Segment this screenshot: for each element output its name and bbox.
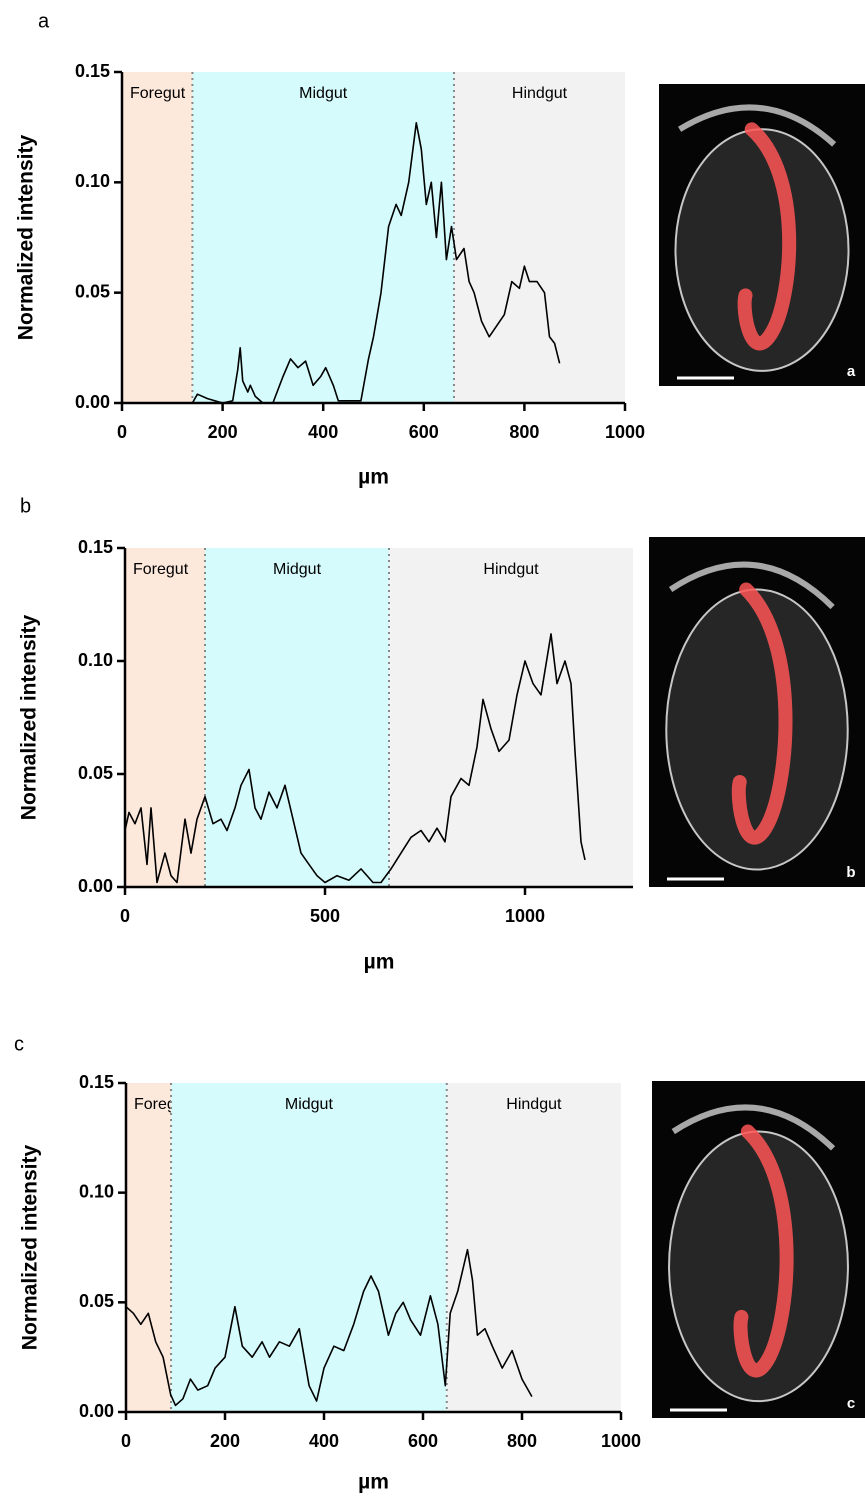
y-axis-label: Normalized intensity — [19, 1144, 42, 1350]
micrograph: b — [649, 537, 865, 887]
gut — [733, 1124, 794, 1378]
micrograph: c — [652, 1081, 865, 1418]
x-tick-label: 0 — [121, 1431, 131, 1451]
x-tick-label: 600 — [409, 422, 439, 442]
y-axis-label: Normalized intensity — [18, 614, 41, 820]
region-label: Hindgut — [483, 561, 539, 578]
region-label: Hindgut — [506, 1096, 562, 1113]
region-label: Midgut — [273, 561, 322, 578]
region-label: Hindgut — [512, 85, 568, 102]
carapace — [668, 561, 835, 610]
y-tick-label: 0.15 — [79, 1072, 114, 1092]
x-tick-label: 1000 — [601, 1431, 641, 1451]
y-tick-label: 0.10 — [75, 171, 110, 191]
x-tick-label: 600 — [408, 1431, 438, 1451]
region-band — [192, 72, 454, 403]
gut — [737, 122, 797, 351]
intensity-line — [124, 633, 586, 884]
region-band — [122, 72, 193, 403]
micrograph-label: a — [847, 363, 856, 380]
x-tick-label: 1000 — [505, 906, 545, 926]
gut — [731, 582, 793, 845]
y-tick-label: 0.00 — [79, 1401, 114, 1421]
x-axis-label: µm — [358, 1471, 389, 1494]
region-label: Midgut — [299, 85, 348, 102]
y-tick-label: 0.05 — [79, 1291, 114, 1311]
y-tick-label: 0.10 — [79, 1181, 114, 1201]
y-axis-label: Normalized intensity — [15, 134, 38, 340]
body-outline — [674, 128, 850, 372]
panel-label: c — [14, 1033, 24, 1055]
body-outline — [665, 588, 849, 871]
micrograph-label: b — [846, 864, 855, 881]
x-axis-label: µm — [364, 951, 395, 974]
x-tick-label: 500 — [310, 906, 340, 926]
x-tick-label: 800 — [509, 422, 539, 442]
region-band — [453, 72, 625, 403]
carapace — [671, 1104, 836, 1151]
x-tick-label: 0 — [120, 906, 130, 926]
micrograph-label: c — [847, 1395, 855, 1412]
y-tick-label: 0.05 — [75, 281, 110, 301]
region-label: Foregut — [133, 561, 189, 578]
x-tick-label: 200 — [208, 422, 238, 442]
region-band — [171, 1083, 447, 1412]
y-tick-label: 0.15 — [78, 537, 113, 557]
x-tick-label: 800 — [507, 1431, 537, 1451]
panel-label: a — [38, 10, 50, 32]
y-tick-label: 0.05 — [78, 763, 113, 783]
y-tick-label: 0.10 — [78, 650, 113, 670]
x-tick-label: 0 — [117, 422, 127, 442]
region-label: Midgut — [285, 1096, 334, 1113]
region-label: Foregut — [130, 85, 186, 102]
x-tick-label: 200 — [210, 1431, 240, 1451]
micrograph: a — [659, 84, 865, 386]
x-tick-label: 1000 — [605, 422, 645, 442]
region-band — [389, 548, 633, 887]
intensity-line — [191, 122, 561, 404]
region-band — [205, 548, 389, 887]
region-band — [125, 548, 205, 887]
y-tick-label: 0.15 — [75, 61, 110, 81]
x-axis-label: µm — [358, 466, 389, 489]
carapace — [678, 104, 837, 147]
x-tick-label: 400 — [308, 422, 338, 442]
body-outline — [668, 1130, 849, 1403]
y-tick-label: 0.00 — [75, 392, 110, 412]
intensity-line — [125, 1248, 533, 1407]
panel-label: b — [20, 495, 31, 517]
x-tick-label: 400 — [309, 1431, 339, 1451]
y-tick-label: 0.00 — [78, 876, 113, 896]
region-band — [446, 1083, 621, 1412]
